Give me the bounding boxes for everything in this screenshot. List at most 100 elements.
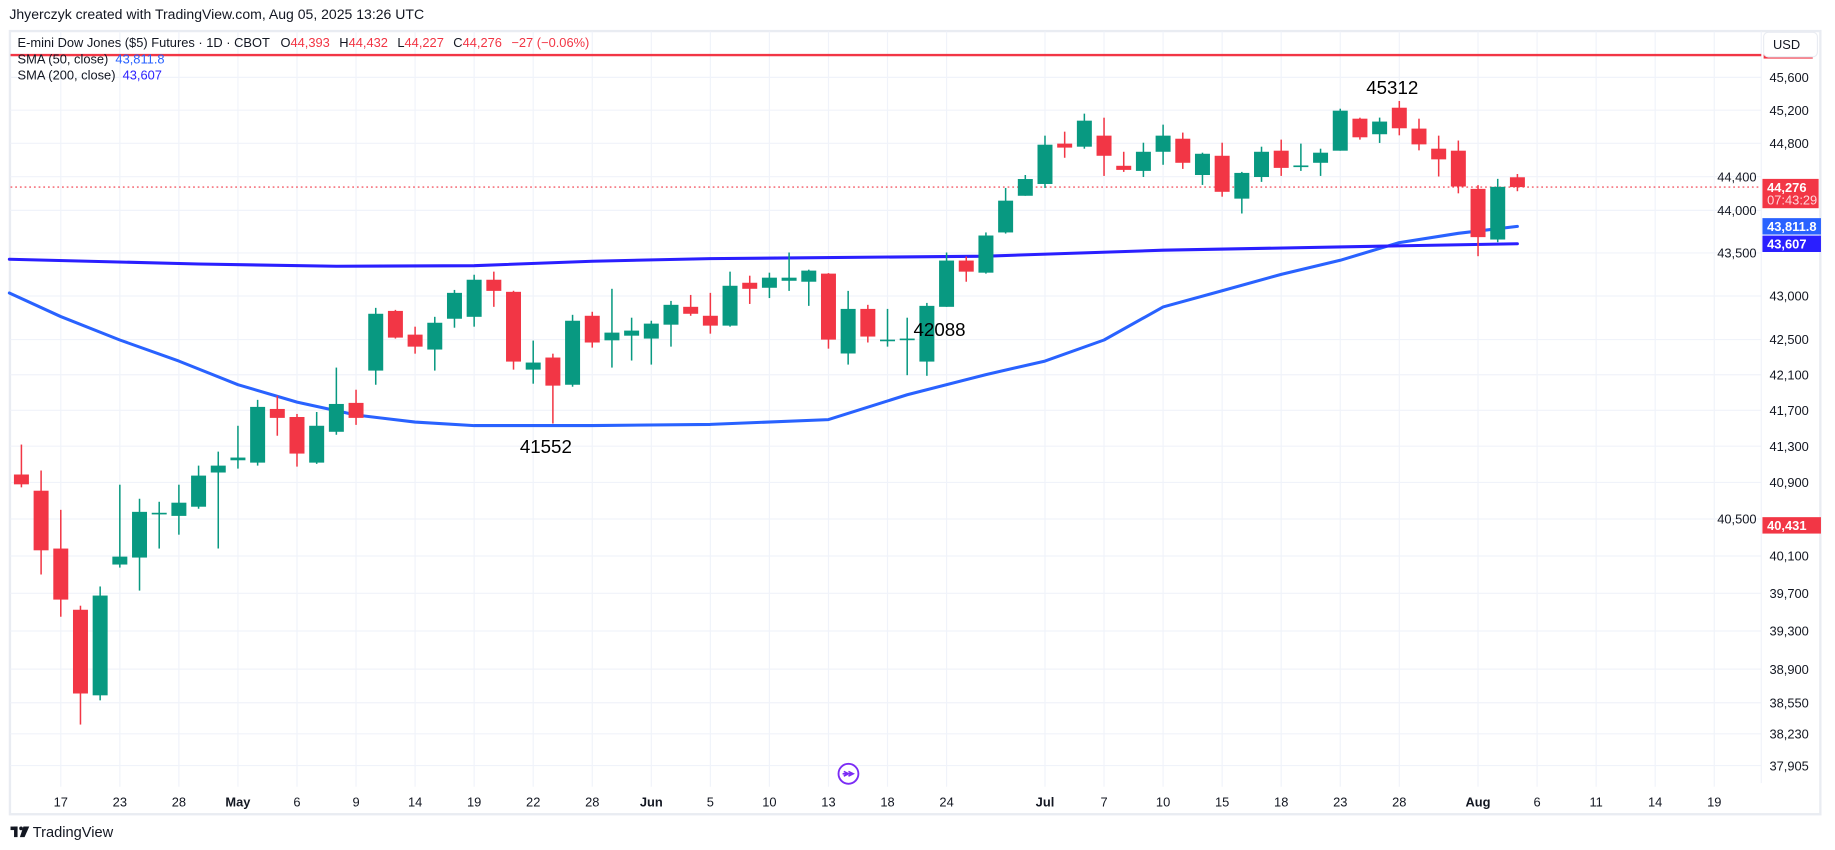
candle[interactable]	[958, 256, 974, 282]
candle[interactable]	[1490, 178, 1506, 243]
candle[interactable]	[565, 314, 581, 387]
candle[interactable]	[801, 269, 817, 306]
candle[interactable]	[151, 501, 167, 549]
candle[interactable]	[92, 586, 108, 701]
candle[interactable]	[1450, 140, 1466, 194]
candle[interactable]	[269, 395, 285, 436]
candle[interactable]	[998, 187, 1014, 234]
candle[interactable]	[427, 316, 443, 371]
candle[interactable]	[368, 307, 384, 385]
price-axis[interactable]: 45,600 45,200 44,800 44,400 44,000 43,500 43,0…	[1717, 70, 1809, 773]
candle[interactable]	[683, 294, 699, 316]
candle[interactable]	[978, 232, 994, 274]
candle[interactable]	[210, 451, 226, 549]
candle-body	[92, 595, 108, 696]
candle[interactable]	[1411, 118, 1427, 151]
price-badge-bg	[1762, 235, 1821, 252]
candle[interactable]	[112, 484, 128, 568]
candle[interactable]	[525, 340, 541, 384]
candle[interactable]	[1273, 139, 1289, 176]
candle[interactable]	[230, 425, 246, 469]
candle[interactable]	[1076, 113, 1092, 149]
currency-box[interactable]	[1763, 31, 1819, 58]
candle[interactable]	[33, 470, 49, 575]
price-tick-label: 44,000	[1717, 203, 1756, 218]
candle[interactable]	[1509, 173, 1525, 192]
candle[interactable]	[1135, 142, 1151, 178]
candle[interactable]	[880, 308, 896, 347]
time-axis[interactable]: 17 23 28 May 6 9 14 19 22 28 Jun 5 10 13 18 24 Jul 7 10 15 1…	[54, 795, 1722, 810]
candle[interactable]	[53, 509, 69, 617]
candle[interactable]	[1431, 135, 1447, 177]
candle[interactable]	[1352, 117, 1368, 140]
candle[interactable]	[1293, 143, 1309, 171]
candle[interactable]	[584, 311, 600, 348]
high-label: H	[339, 35, 348, 50]
candle[interactable]	[309, 411, 325, 464]
candle[interactable]	[1155, 124, 1171, 165]
candle-body	[820, 273, 836, 340]
candle[interactable]	[1391, 100, 1407, 136]
candle[interactable]	[781, 252, 797, 291]
candle[interactable]	[13, 444, 29, 488]
candle[interactable]	[1096, 117, 1112, 176]
candle[interactable]	[604, 288, 620, 368]
candle[interactable]	[1175, 132, 1191, 169]
legend[interactable]: E-mini Dow Jones ($5) Futures · 1D · CBO…	[18, 35, 590, 83]
candle[interactable]	[820, 273, 836, 349]
candle[interactable]	[939, 252, 955, 307]
candle[interactable]	[171, 484, 187, 535]
grid	[10, 31, 1762, 787]
candle[interactable]	[1372, 117, 1388, 143]
candle[interactable]	[132, 498, 148, 591]
candle[interactable]	[1470, 185, 1486, 257]
candle[interactable]	[899, 317, 915, 376]
candle[interactable]	[919, 302, 935, 376]
candle[interactable]	[545, 353, 561, 424]
candle[interactable]	[407, 326, 423, 354]
legend-sma200[interactable]: SMA (200, close) 43,607	[18, 68, 162, 83]
candle[interactable]	[761, 272, 777, 299]
candle[interactable]	[1017, 175, 1033, 196]
candles[interactable]	[13, 100, 1525, 725]
candle[interactable]	[191, 465, 207, 509]
candle[interactable]	[1116, 151, 1132, 172]
candle[interactable]	[643, 320, 659, 365]
candle[interactable]	[1254, 146, 1270, 182]
candle-body	[72, 609, 88, 694]
candle[interactable]	[1037, 135, 1053, 188]
legend-sma50[interactable]: SMA (50, close) 43,811.8	[18, 51, 165, 66]
candle[interactable]	[289, 413, 305, 467]
candle-body	[1135, 151, 1151, 171]
price-tick-label: 37,905	[1769, 758, 1808, 773]
currency-button[interactable]: USD	[1763, 31, 1819, 58]
candle[interactable]	[72, 605, 88, 725]
candle[interactable]	[1313, 148, 1329, 176]
tradingview-logo[interactable]: TradingView	[10, 825, 114, 841]
candle[interactable]	[702, 292, 718, 334]
candle[interactable]	[486, 271, 502, 307]
replay-button[interactable]	[837, 762, 860, 785]
candle[interactable]	[742, 275, 758, 304]
candle[interactable]	[348, 389, 364, 425]
candle[interactable]	[860, 304, 876, 343]
candle[interactable]	[1332, 108, 1348, 151]
legend-symbol-line[interactable]: E-mini Dow Jones ($5) Futures · 1D · CBO…	[18, 35, 590, 50]
candle[interactable]	[1057, 131, 1073, 158]
candle[interactable]	[1214, 142, 1230, 197]
candle[interactable]	[446, 289, 462, 328]
candle[interactable]	[722, 271, 738, 327]
candle[interactable]	[387, 309, 403, 339]
candle[interactable]	[1194, 152, 1210, 185]
candle[interactable]	[1234, 171, 1250, 214]
time-tick-label: 9	[352, 795, 359, 810]
candle[interactable]	[250, 399, 266, 466]
candle[interactable]	[663, 300, 679, 347]
time-tick-label: 10	[1156, 795, 1170, 810]
candle[interactable]	[328, 367, 344, 435]
candle[interactable]	[506, 290, 522, 370]
candle[interactable]	[466, 274, 482, 327]
candle[interactable]	[840, 290, 856, 365]
candle[interactable]	[624, 317, 640, 361]
